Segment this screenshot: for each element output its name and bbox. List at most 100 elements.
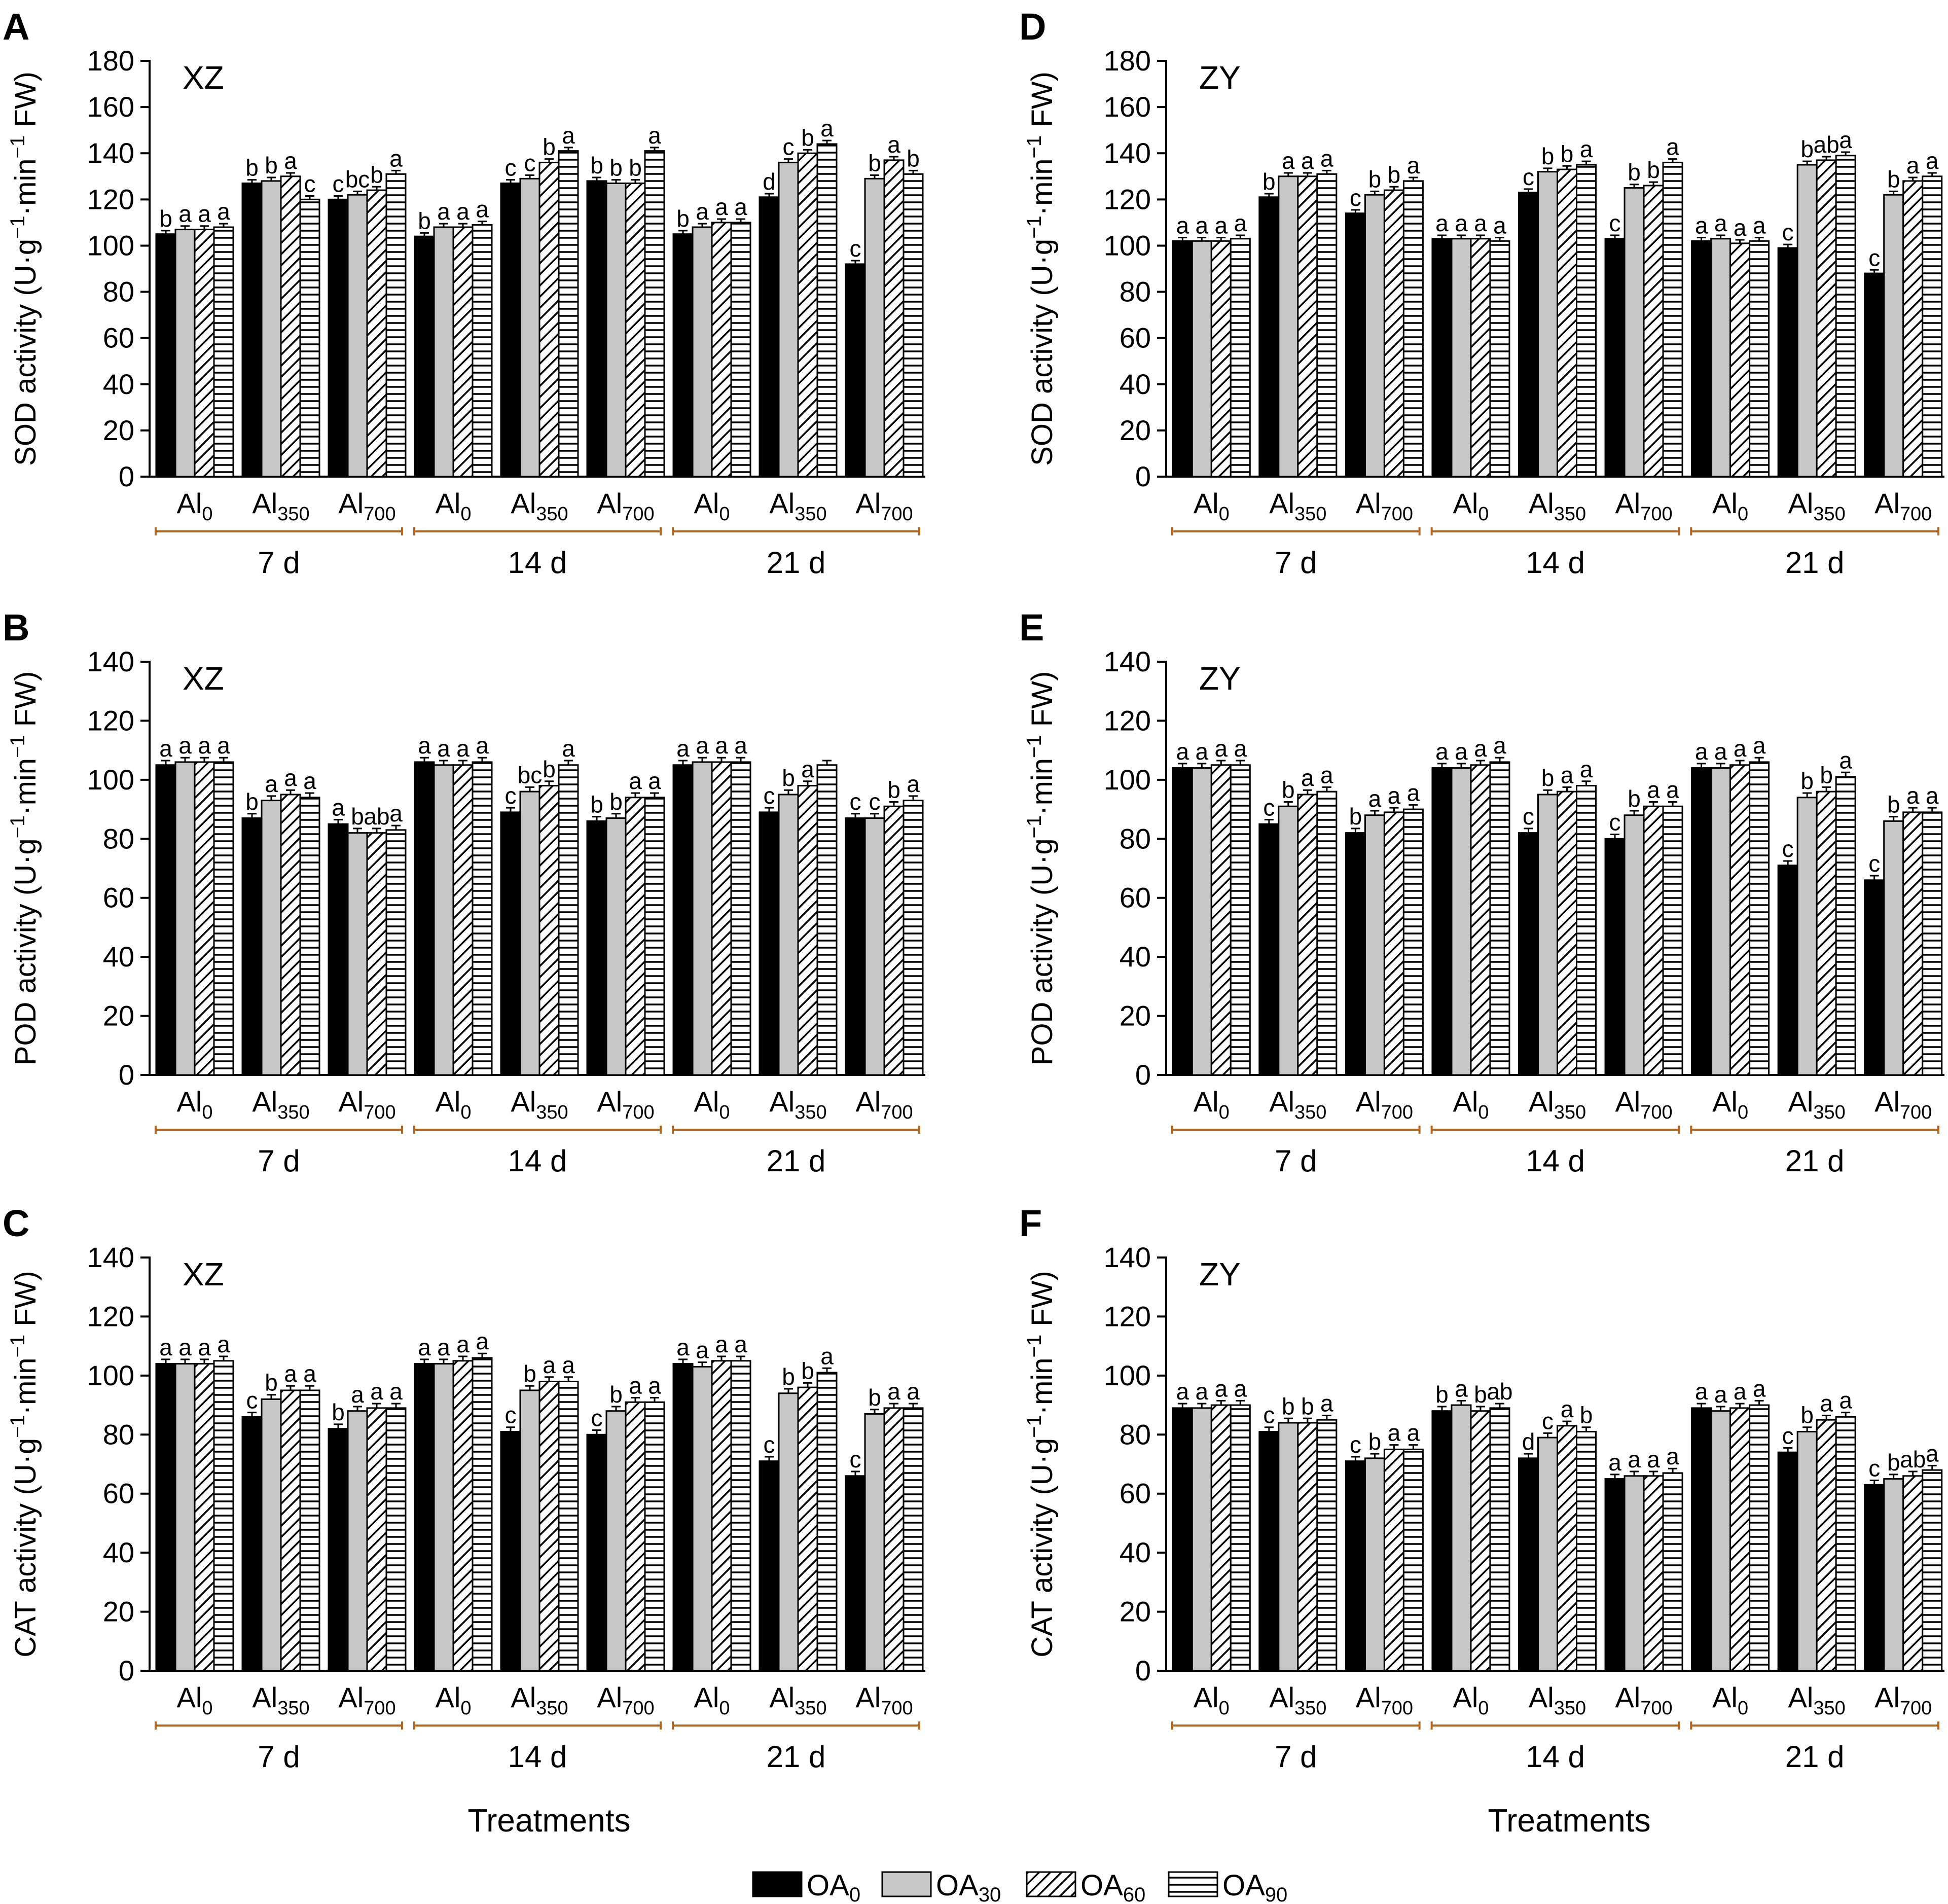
panel-b: B XZ POD activity (U·g−1·min−1 FW) 0 20 40 60 8…	[3, 606, 925, 1178]
y-tick-label: 20	[1120, 1000, 1151, 1032]
sig-letter: a	[217, 198, 230, 225]
sig-letter: a	[1368, 785, 1382, 812]
bar-oa30	[1624, 814, 1645, 1076]
sig-letter: a	[1474, 735, 1487, 762]
sig-letter: a	[418, 1334, 431, 1360]
sig-letter: a	[178, 1334, 192, 1360]
bar-oa0	[672, 233, 694, 478]
y-tick-label: 180	[87, 45, 134, 77]
sig-letter: a	[676, 735, 690, 762]
sig-letter: c	[1609, 809, 1621, 836]
y-tick-label: 40	[1120, 941, 1151, 973]
y-tick-label: 20	[1120, 1596, 1151, 1628]
sig-letter: a	[562, 1352, 575, 1378]
day-label: 14 d	[1526, 546, 1585, 580]
bar-oa30	[347, 832, 368, 1076]
bar-oa90	[1402, 808, 1424, 1076]
bar-oa30	[519, 791, 540, 1076]
day-label: 21 d	[1785, 1740, 1845, 1774]
bar-oa60	[1297, 794, 1318, 1076]
bar-oa0	[1604, 838, 1626, 1076]
panel-d: D ZY SOD activity (U·g−1·min−1 FW) 0 20 40 60 8…	[1019, 6, 1944, 580]
y-tick-label: 40	[103, 1536, 134, 1568]
bar-oa90	[1576, 785, 1597, 1076]
bar-oa30	[605, 817, 627, 1076]
sig-letter: ab	[1487, 1378, 1512, 1405]
sig-letter: a	[562, 122, 575, 149]
bar-oa90	[1316, 1419, 1338, 1672]
y-tick-label: 120	[87, 183, 134, 215]
sig-letter: a	[1435, 210, 1449, 236]
group-label: Al0	[1194, 1086, 1230, 1123]
bar-oa0	[1777, 247, 1798, 478]
y-tick-label: 0	[1135, 1655, 1151, 1686]
sig-letter: bc	[345, 166, 370, 192]
bar-oa0	[1172, 240, 1193, 478]
y-tick-label: 160	[1104, 91, 1151, 123]
bar-oa30	[347, 1410, 368, 1672]
group-label: Al700	[1356, 1681, 1413, 1719]
sig-letter: bc	[518, 762, 543, 788]
bar-oa60	[1643, 1475, 1664, 1672]
sig-letter: a	[1214, 1375, 1228, 1402]
bar-oa0	[1864, 879, 1885, 1076]
group-label: Al350	[1529, 1086, 1586, 1123]
sig-letter: a	[159, 735, 172, 762]
sig-letter: b	[1887, 1449, 1900, 1476]
bar-oa30	[174, 761, 196, 1076]
sig-letter: a	[1839, 1387, 1852, 1414]
group-label: Al0	[1712, 1681, 1748, 1719]
legend-swatch-oa60	[1026, 1871, 1076, 1897]
sig-letter: b	[265, 1370, 278, 1396]
y-axis-title: CAT activity (U·g−1·min−1 FW)	[7, 1271, 42, 1658]
sig-letter: b	[1282, 1393, 1295, 1419]
y-tick-label: 60	[103, 322, 134, 354]
y-axis-title: POD activity (U·g−1·min−1 FW)	[1023, 671, 1059, 1066]
bar-oa0	[1777, 865, 1798, 1076]
sig-letter: a	[1906, 152, 1920, 178]
y-tick-label: 120	[1104, 1300, 1151, 1332]
sig-letter: a	[456, 198, 470, 225]
bar-oa60	[1557, 1425, 1577, 1672]
bar-oa0	[586, 180, 607, 478]
sig-letter: b	[1628, 159, 1641, 186]
sig-letter: c	[1782, 836, 1794, 862]
bar-oa0	[155, 233, 176, 478]
panel-letter: D	[1019, 6, 1046, 48]
sig-letter: b	[868, 1384, 881, 1411]
bar-oa0	[1518, 192, 1539, 478]
bar-oa30	[1883, 820, 1904, 1076]
legend-label: OA90	[1222, 1869, 1287, 1904]
sig-letter: b	[265, 152, 278, 178]
sig-letter: a	[1195, 1378, 1208, 1405]
bar-oa0	[759, 196, 780, 478]
group-label: Al700	[1874, 1681, 1932, 1719]
sig-letter: a	[887, 1378, 900, 1405]
sig-letter: a	[543, 1352, 556, 1378]
bar-oa60	[1210, 240, 1232, 478]
bar-oa60	[366, 832, 387, 1076]
sig-letter: a	[1753, 212, 1766, 239]
sig-letter: a	[1608, 1449, 1621, 1476]
sig-letter: a	[1561, 1396, 1574, 1422]
sig-letter: a	[1714, 210, 1727, 236]
bar-oa0	[1431, 238, 1453, 478]
sig-letter: a	[1214, 212, 1228, 239]
sig-letter: a	[1666, 777, 1679, 803]
bar-oa90	[1922, 811, 1943, 1076]
y-tick-label: 100	[1104, 1359, 1151, 1391]
bar-oa30	[1191, 767, 1212, 1076]
panel-f: F ZY CAT activity (U·g−1·min−1 FW) 0 20 40 60 8…	[1019, 1202, 1944, 1774]
sig-letter: ab	[1814, 131, 1839, 158]
bar-oa60	[1297, 175, 1318, 478]
bar-oa30	[1278, 175, 1299, 478]
bar-oa90	[1662, 805, 1683, 1076]
bar-oa60	[1557, 791, 1577, 1076]
sig-letter: a	[1388, 1420, 1401, 1446]
bar-oa0	[241, 1416, 263, 1672]
bar-oa0	[241, 182, 263, 478]
bar-oa0	[1258, 1430, 1280, 1672]
sig-letter: b	[1628, 785, 1641, 812]
group-label: Al700	[597, 487, 654, 525]
bar-oa90	[472, 761, 493, 1076]
